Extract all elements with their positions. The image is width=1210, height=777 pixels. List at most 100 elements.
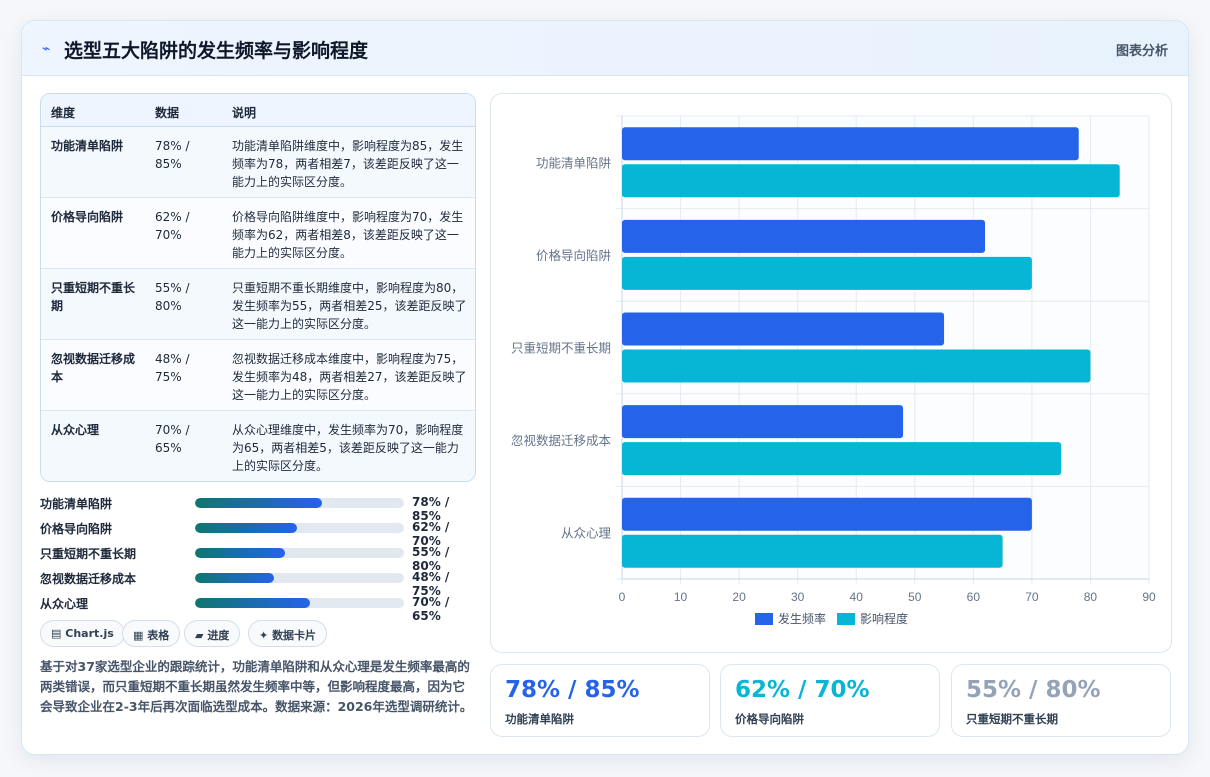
column-header-dimension: 维度 [51, 106, 76, 120]
progress-track [195, 498, 404, 508]
bar-impact [622, 256, 1032, 290]
header-tag: 图表分析 [1115, 44, 1168, 59]
x-tick-label: 30 [791, 590, 805, 604]
cell-dimension: 忽视数据迁移成本 [51, 352, 136, 384]
cell-description: 从众心理维度中，发生频率为70，影响程度为65，两者相差5，该差距反映了这一能力… [232, 423, 464, 473]
table-row: 从众心理 70% / 65% 从众心理维度中，发生频率为70，影响程度为65，两者相… [41, 411, 475, 481]
x-tick-label: 90 [1142, 590, 1156, 604]
stat-label: 价格导向陷阱 [735, 712, 804, 726]
tag-3[interactable]: ✦ 数据卡片 [248, 620, 328, 647]
x-tick-label: 60 [967, 590, 981, 604]
x-tick-label: 20 [732, 590, 746, 604]
y-category-label: 忽视数据迁移成本 [511, 433, 612, 448]
bar-frequency [622, 405, 904, 439]
y-category-label: 从众心理 [561, 526, 612, 541]
y-category-label: 价格导向陷阱 [536, 248, 611, 263]
trend-icon: ⌁ [42, 41, 51, 57]
tag-0[interactable]: ▤ Chart.js [40, 620, 125, 647]
stat-value: 62% / 70% [735, 677, 870, 703]
x-tick-label: 0 [619, 590, 626, 604]
tag-label: Chart.js [65, 627, 114, 640]
progress-row: 只重短期不重长期 55% / 80% [40, 543, 476, 573]
chart-svg: 0 10 20 30 40 50 60 70 80 90 功能清单陷阱价格导向陷阱只重短期不重长期忽… [511, 115, 1156, 626]
x-tick-label: 80 [1084, 590, 1098, 604]
x-tick-label: 40 [850, 590, 864, 604]
y-category-label: 只重短期不重长期 [511, 341, 611, 356]
database-icon: ▤ [51, 627, 62, 640]
cell-dimension: 只重短期不重长期 [51, 281, 136, 313]
bar-impact [622, 442, 1062, 476]
table-icon: ▦ [133, 629, 144, 642]
stat-label: 只重短期不重长期 [966, 712, 1058, 726]
cell-dimension: 价格导向陷阱 [51, 210, 124, 224]
progress-fill [195, 498, 323, 508]
stat-value: 78% / 85% [505, 677, 640, 703]
progress-track [195, 598, 404, 608]
stat-card: 62% / 70% 价格导向陷阱 [720, 664, 940, 737]
bar-frequency [622, 127, 1079, 161]
tag-label: 数据卡片 [272, 629, 317, 642]
table-row: 只重短期不重长期 55% / 80% 只重短期不重长期维度中，影响程度为80，发生频… [41, 269, 475, 340]
progress-row: 从众心理 70% / 65% [40, 593, 476, 623]
progress-fill [195, 573, 275, 583]
cell-dimension: 从众心理 [51, 423, 100, 437]
progress-track [195, 548, 404, 558]
legend-swatch [837, 613, 855, 625]
progress-track [195, 523, 404, 533]
cell-description: 只重短期不重长期维度中，影响程度为80，发生频率为55，两者相差25，该差距反映… [232, 281, 467, 331]
y-category-label: 功能清单陷阱 [536, 155, 611, 170]
progress-label: 价格导向陷阱 [40, 522, 113, 536]
cell-data: 78% / 85% [155, 139, 190, 171]
progress-label: 从众心理 [40, 597, 89, 611]
progress-value: 70% / 65% [412, 595, 450, 623]
page-title: 选型五大陷阱的发生频率与影响程度 [64, 40, 369, 62]
table-header: 维度 数据 说明 [41, 94, 475, 127]
tag-1[interactable]: ▦ 表格 [122, 620, 181, 647]
bar-impact [622, 534, 1003, 568]
cell-data: 55% / 80% [155, 281, 190, 313]
progress-label: 忽视数据迁移成本 [40, 572, 137, 586]
progress-value: 55% / 80% [412, 545, 450, 573]
legend-label: 发生频率 [778, 611, 826, 626]
progress-label: 只重短期不重长期 [40, 547, 137, 561]
progress-row: 忽视数据迁移成本 48% / 75% [40, 568, 476, 598]
main-card: ⌁ 选型五大陷阱的发生频率与影响程度 图表分析 维度 数据 说明 功能清单陷阱 7… [21, 20, 1189, 755]
progress-fill [195, 598, 310, 608]
stat-value: 55% / 80% [966, 677, 1101, 703]
progress-fill [195, 523, 298, 533]
legend-label: 影响程度 [860, 611, 908, 626]
stat-card: 55% / 80% 只重短期不重长期 [951, 664, 1171, 737]
progress-row: 功能清单陷阱 78% / 85% [40, 493, 476, 523]
table-row: 忽视数据迁移成本 48% / 75% 忽视数据迁移成本维度中，影响程度为75，发生频… [41, 340, 475, 411]
bar-frequency [622, 312, 945, 346]
x-tick-label: 10 [674, 590, 688, 604]
cell-description: 忽视数据迁移成本维度中，影响程度为75，发生频率为48，两者相差27，该差距反映… [232, 352, 467, 402]
table-row: 功能清单陷阱 78% / 85% 功能清单陷阱维度中，影响程度为85，发生频率为78… [41, 127, 475, 198]
bar-impact [622, 349, 1091, 383]
bar-impact [622, 164, 1120, 198]
stat-card: 78% / 85% 功能清单陷阱 [490, 664, 710, 737]
progress-value: 48% / 75% [412, 570, 450, 598]
tag-2[interactable]: ▰ 进度 [184, 620, 241, 647]
bar-chart: 0 10 20 30 40 50 60 70 80 90 功能清单陷阱 价格导向陷阱只重短期不重长期忽… [490, 93, 1172, 653]
cell-data: 62% / 70% [155, 210, 190, 242]
cell-data: 48% / 75% [155, 352, 190, 384]
bar-frequency [622, 219, 986, 253]
x-tick-label: 70 [1025, 590, 1039, 604]
folder-icon: ▰ [195, 629, 204, 642]
data-table: 维度 数据 说明 功能清单陷阱 78% / 85% 功能清单陷阱维度中，影响程度为8… [40, 93, 476, 482]
progress-track [195, 573, 404, 583]
header: ⌁ 选型五大陷阱的发生频率与影响程度 图表分析 [22, 21, 1188, 76]
progress-row: 价格导向陷阱 62% / 70% [40, 518, 476, 548]
cell-description: 功能清单陷阱维度中，影响程度为85，发生频率为78，两者相差7，该差距反映了这一… [232, 139, 464, 189]
progress-value: 78% / 85% [412, 495, 450, 523]
column-header-description: 说明 [232, 106, 257, 120]
legend-swatch [755, 613, 773, 625]
cell-dimension: 功能清单陷阱 [51, 139, 124, 153]
column-header-data: 数据 [155, 106, 180, 120]
cell-data: 70% / 65% [155, 423, 190, 455]
tag-label: 进度 [207, 629, 230, 642]
summary-note: 基于对37家选型企业的跟踪统计，功能清单陷阱和从众心理是发生频率最高的两类错误，… [40, 659, 473, 714]
x-tick-label: 50 [908, 590, 922, 604]
sparkle-icon: ✦ [259, 629, 269, 642]
